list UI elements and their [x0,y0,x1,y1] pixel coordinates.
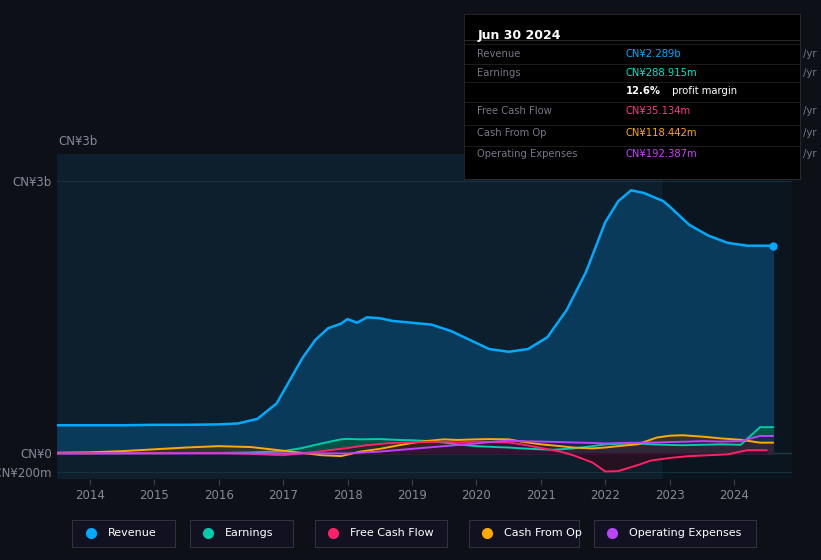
Text: Jun 30 2024: Jun 30 2024 [477,29,561,42]
Text: Cash From Op: Cash From Op [504,529,582,538]
Text: /yr: /yr [800,106,817,116]
FancyBboxPatch shape [469,520,579,547]
Text: Free Cash Flow: Free Cash Flow [477,106,552,116]
Text: CN¥118.442m: CN¥118.442m [626,128,697,138]
FancyBboxPatch shape [72,520,175,547]
FancyBboxPatch shape [594,520,755,547]
Text: /yr: /yr [800,68,817,78]
Text: Revenue: Revenue [477,49,521,59]
Text: Revenue: Revenue [108,529,156,538]
Text: CN¥288.915m: CN¥288.915m [626,68,697,78]
Text: CN¥192.387m: CN¥192.387m [626,148,697,158]
Text: Free Cash Flow: Free Cash Flow [350,529,433,538]
Text: /yr: /yr [800,49,817,59]
FancyBboxPatch shape [314,520,447,547]
Text: /yr: /yr [800,148,817,158]
Text: CN¥2.289b: CN¥2.289b [626,49,681,59]
Text: profit margin: profit margin [669,86,737,96]
Text: /yr: /yr [800,128,817,138]
Text: CN¥3b: CN¥3b [58,134,98,147]
Text: CN¥35.134m: CN¥35.134m [626,106,690,116]
Bar [663,154,792,479]
Text: Operating Expenses: Operating Expenses [629,529,741,538]
Text: Cash From Op: Cash From Op [477,128,547,138]
Text: Earnings: Earnings [477,68,521,78]
Text: Operating Expenses: Operating Expenses [477,148,578,158]
FancyBboxPatch shape [190,520,292,547]
Text: Earnings: Earnings [225,529,273,538]
Text: 12.6%: 12.6% [626,86,660,96]
